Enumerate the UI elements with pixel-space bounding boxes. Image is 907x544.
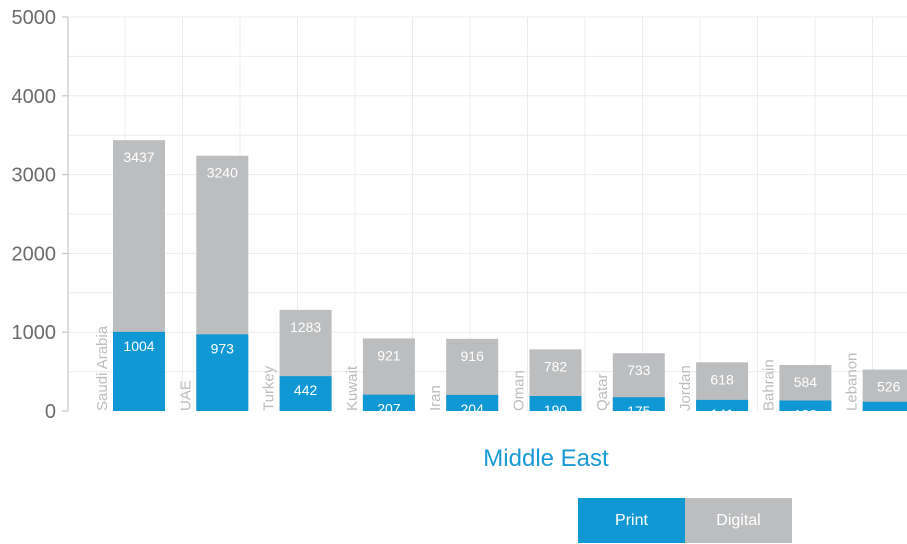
value-label-print-qatar: 175 <box>627 403 651 419</box>
y-tick-label: 0 <box>45 401 56 423</box>
y-axis-ticks: 0 1000 2000 3000 4000 5000 <box>12 7 68 423</box>
category-label-saudi-arabia: Saudi Arabia <box>94 325 111 411</box>
bar-print-iran <box>446 394 499 411</box>
y-tick-label: 2000 <box>12 243 57 265</box>
category-label-lebanon: Lebanon <box>844 353 861 411</box>
y-tick-label: 5000 <box>12 7 57 29</box>
bars: 3437 1004 Saudi Arabia 3240 973 UAE 1283 442 Tur… <box>94 140 907 424</box>
category-label-qatar: Qatar <box>594 373 611 411</box>
bar-print-oman <box>529 396 582 411</box>
value-label-print-saudi-arabia: 1004 <box>123 338 154 354</box>
value-label-digital-uae: 3240 <box>207 165 238 181</box>
legend-item-print[interactable]: Print <box>578 498 685 543</box>
value-label-print-bahrain: 133 <box>794 407 818 423</box>
value-label-digital-qatar: 733 <box>627 362 651 378</box>
value-label-digital-jordan: 618 <box>710 371 734 387</box>
bar-print-jordan <box>696 399 749 411</box>
value-label-digital-iran: 916 <box>461 348 485 364</box>
value-label-print-turkey: 442 <box>294 382 318 398</box>
category-label-uae: UAE <box>177 380 194 411</box>
value-label-print-kuwait: 207 <box>377 401 401 417</box>
bar-print-qatar <box>612 397 665 411</box>
value-label-digital-kuwait: 921 <box>377 347 401 363</box>
y-tick-label: 3000 <box>12 165 57 187</box>
legend-label-digital: Digital <box>716 511 761 529</box>
legend: Print Digital <box>578 498 792 543</box>
category-label-turkey: Turkey <box>261 365 278 411</box>
bar-print-bahrain <box>779 400 832 411</box>
value-label-digital-bahrain: 584 <box>794 374 818 390</box>
category-label-oman: Oman <box>511 370 528 411</box>
value-label-print-uae: 973 <box>211 340 235 356</box>
x-axis-title: Middle East <box>483 445 609 472</box>
value-label-print-lebanon: 117 <box>878 408 901 424</box>
y-tick-label: 4000 <box>12 86 57 108</box>
y-tick-label: 1000 <box>12 322 57 344</box>
value-label-digital-turkey: 1283 <box>290 319 321 335</box>
bar-print-kuwait <box>362 394 415 411</box>
value-label-print-oman: 190 <box>544 402 568 418</box>
value-label-digital-saudi-arabia: 3437 <box>123 149 154 165</box>
legend-item-digital[interactable]: Digital <box>685 498 792 543</box>
bar-print-turkey <box>279 376 332 411</box>
bar-print-saudi-arabia <box>113 331 165 411</box>
bar-print-lebanon <box>862 401 907 411</box>
value-label-print-jordan: 141 <box>710 406 734 422</box>
category-label-iran: Iran <box>427 385 444 411</box>
category-label-bahrain: Bahrain <box>760 359 777 411</box>
legend-label-print: Print <box>615 511 648 529</box>
bar-print-uae <box>196 334 249 411</box>
value-label-print-iran: 204 <box>461 401 485 417</box>
category-label-kuwait: Kuwait <box>344 365 361 411</box>
value-label-digital-oman: 782 <box>544 358 568 374</box>
category-label-jordan: Jordan <box>677 365 694 411</box>
value-label-digital-lebanon: 526 <box>877 379 901 395</box>
